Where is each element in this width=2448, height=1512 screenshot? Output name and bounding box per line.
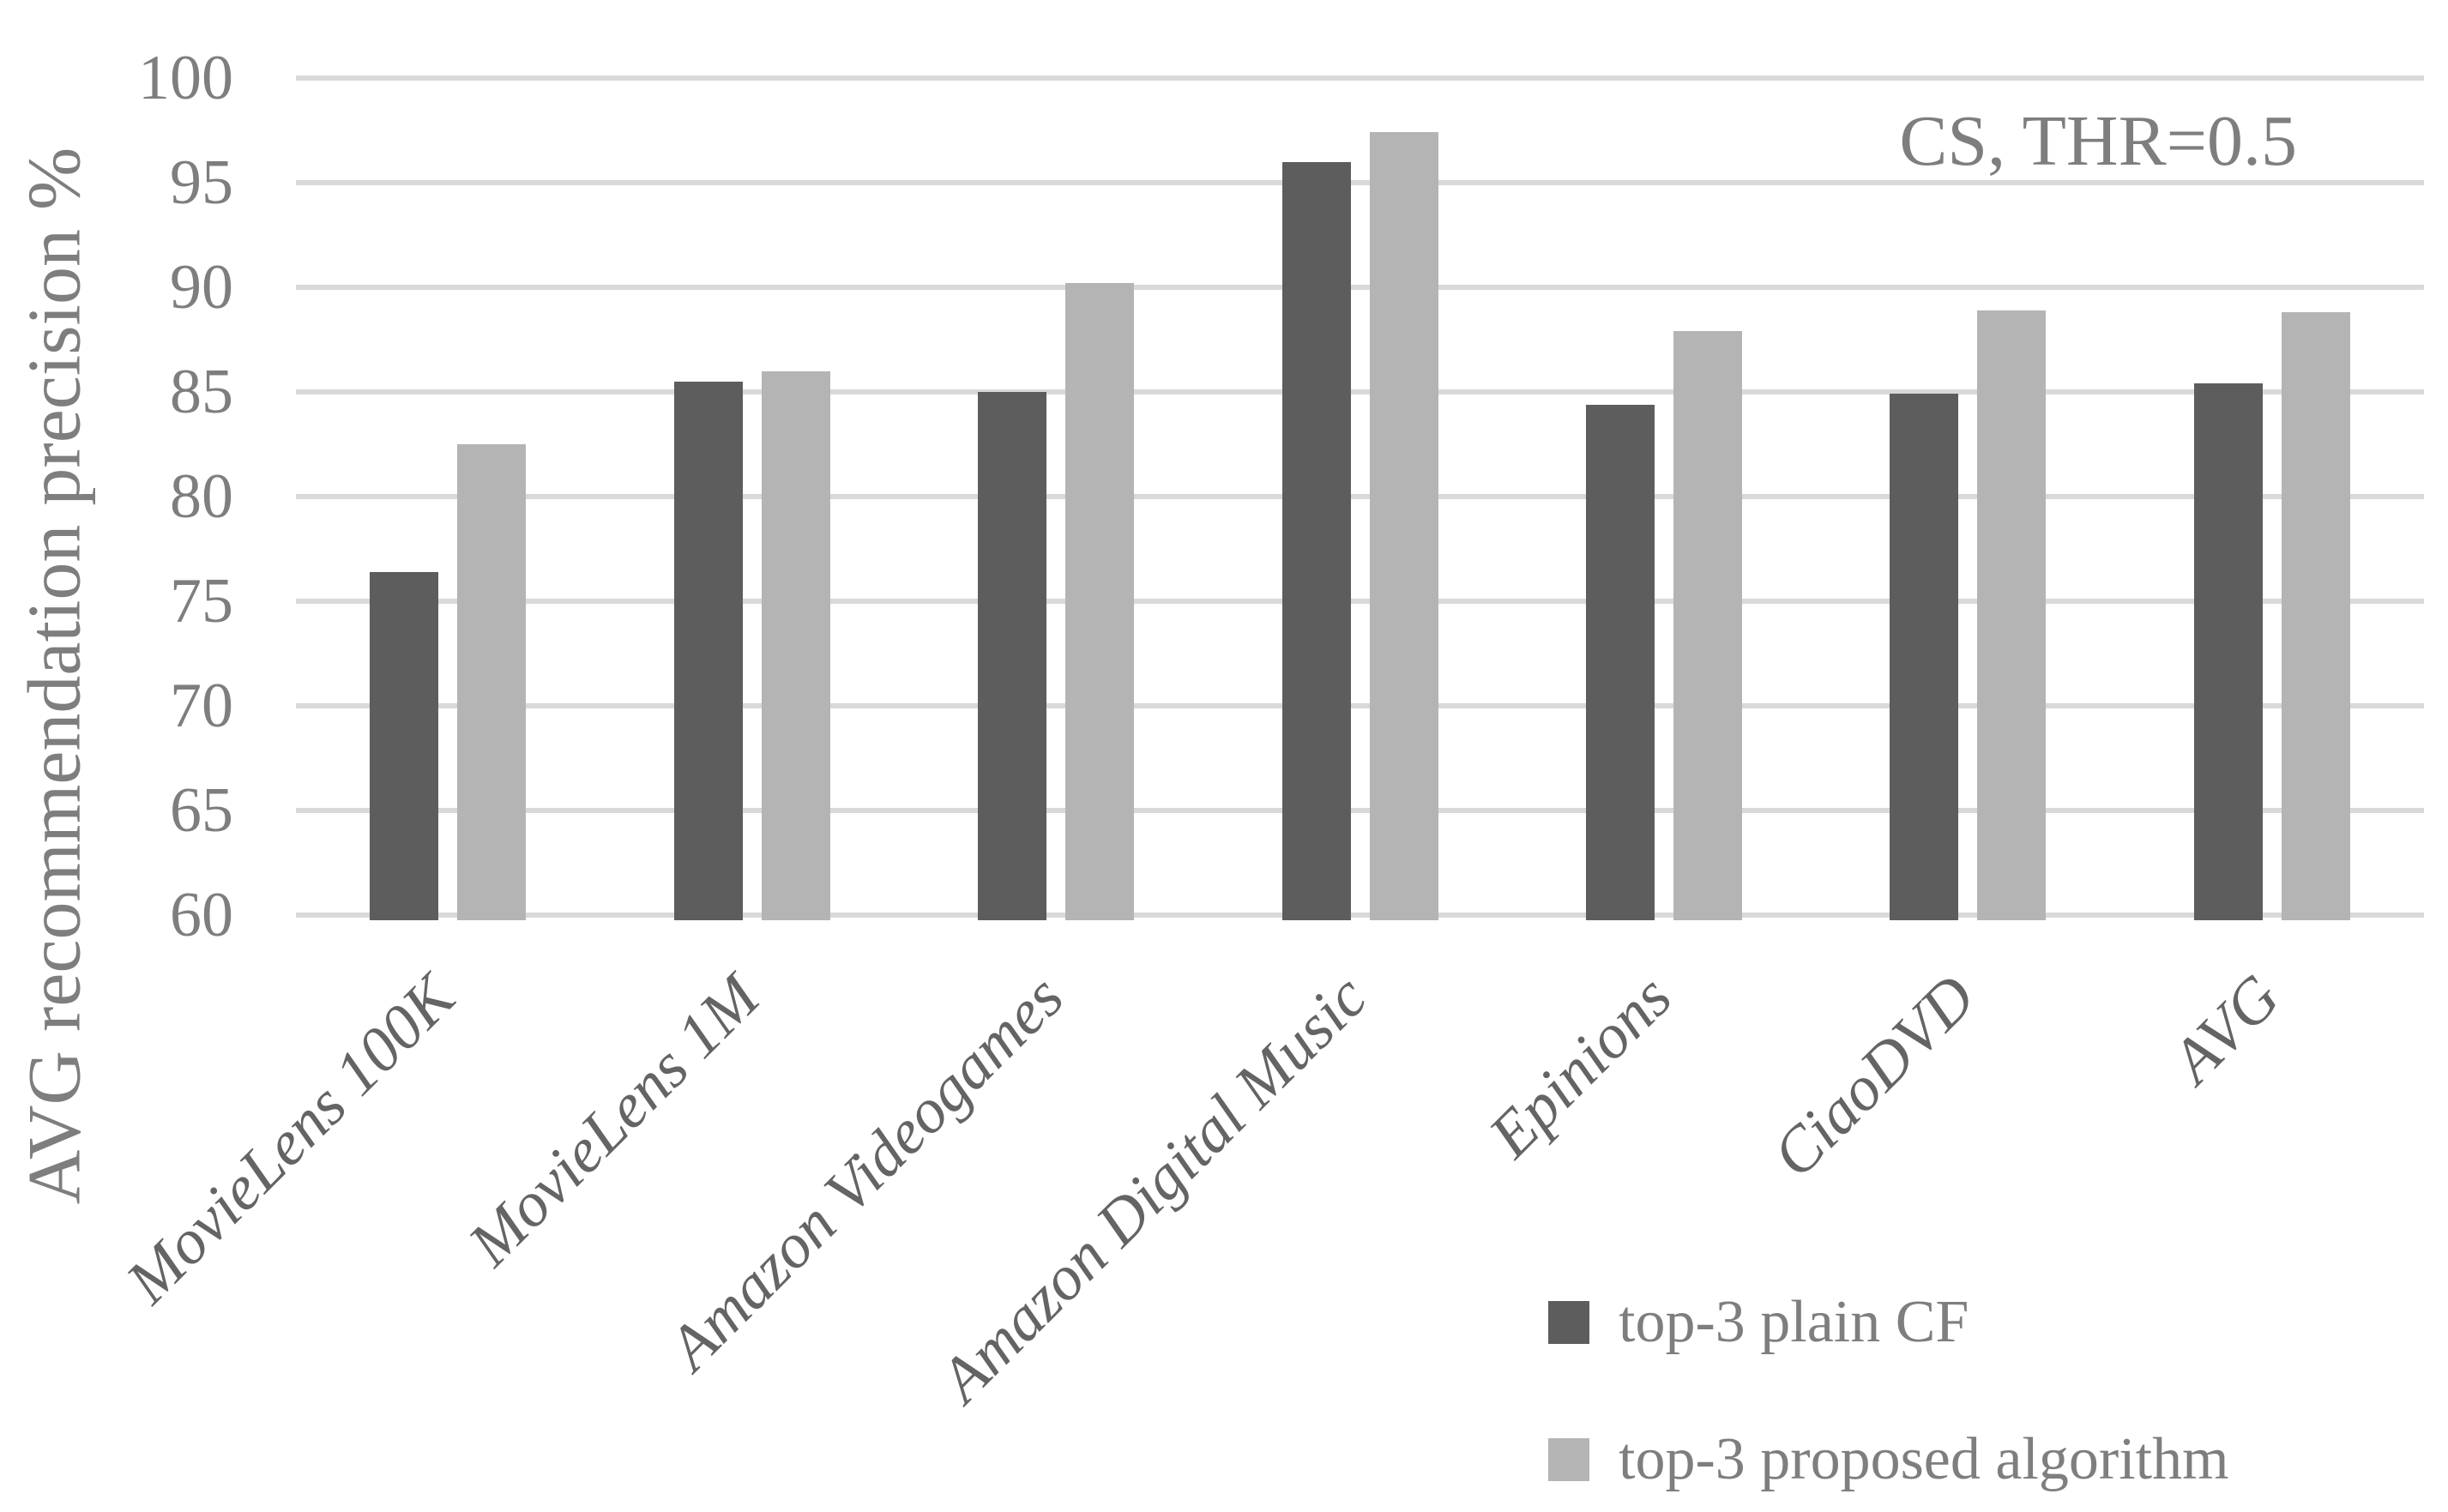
bar xyxy=(674,382,743,920)
y-tick-label: 100 xyxy=(138,43,233,113)
y-tick-label: 90 xyxy=(170,252,233,322)
legend-entry: top-3 proposed algorithm xyxy=(1548,1425,2229,1494)
bar xyxy=(978,392,1046,920)
x-category-label: AVG xyxy=(2158,961,2294,1097)
gridline xyxy=(296,389,2424,395)
plot-area xyxy=(296,75,2424,920)
bar xyxy=(1370,132,1438,920)
bar xyxy=(1282,162,1351,920)
y-tick-label: 85 xyxy=(170,357,233,427)
gridline xyxy=(296,808,2424,813)
y-tick-label: 75 xyxy=(170,566,233,636)
legend-swatch xyxy=(1548,1301,1589,1344)
bar xyxy=(2194,383,2263,920)
bar xyxy=(1890,394,1958,920)
bar xyxy=(2282,312,2350,920)
legend-swatch xyxy=(1548,1438,1589,1481)
bar xyxy=(1977,310,2046,920)
gridline xyxy=(296,285,2424,290)
gridline xyxy=(296,75,2424,81)
bar xyxy=(1673,331,1742,920)
y-tick-label: 60 xyxy=(170,880,233,950)
chart-annotation: CS, THR=0.5 xyxy=(1899,101,2297,181)
y-tick-label: 65 xyxy=(170,775,233,846)
bar xyxy=(762,371,830,920)
x-category-label: MovieLens 1M xyxy=(455,961,774,1280)
x-category-label: Epinions xyxy=(1475,961,1685,1172)
gridline xyxy=(296,599,2424,604)
gridline xyxy=(296,180,2424,185)
y-tick-label: 95 xyxy=(170,148,233,218)
y-tick-label: 80 xyxy=(170,461,233,532)
x-category-label: CiaoDVD xyxy=(1759,961,1989,1191)
gridline xyxy=(296,494,2424,499)
x-category-label: MovieLens 100K xyxy=(113,961,469,1317)
legend-entry: top-3 plain CF xyxy=(1548,1288,1969,1357)
legend-label: top-3 plain CF xyxy=(1619,1289,1969,1355)
bar xyxy=(1065,283,1134,920)
legend-label: top-3 proposed algorithm xyxy=(1619,1426,2229,1492)
bar xyxy=(370,572,438,920)
gridline xyxy=(296,913,2424,918)
bar xyxy=(1586,405,1655,920)
gridline xyxy=(296,703,2424,708)
y-tick-label: 70 xyxy=(170,671,233,741)
bar xyxy=(457,444,526,920)
